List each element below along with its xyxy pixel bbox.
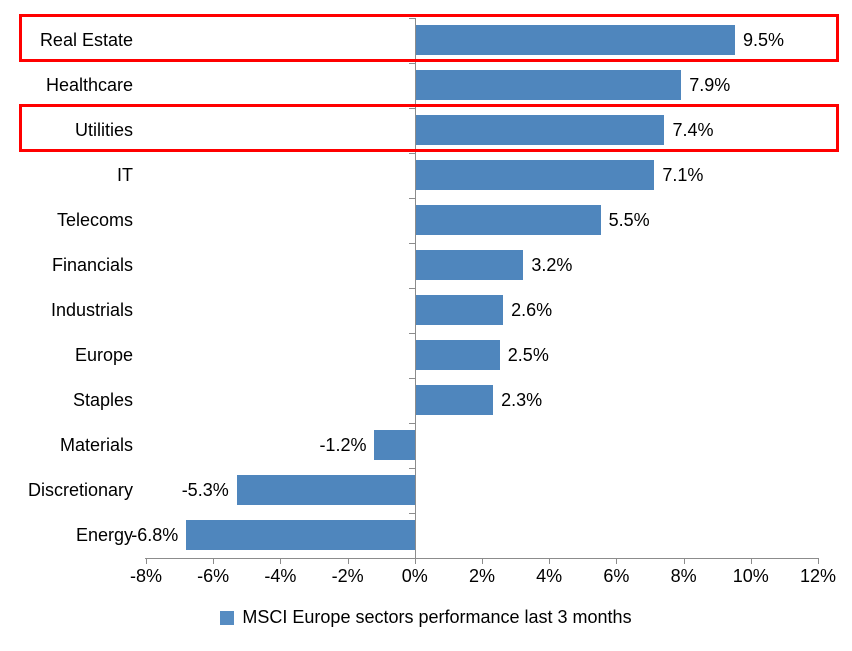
chart-row: Energy -6.8% [0, 513, 852, 558]
x-axis-tick [683, 557, 685, 564]
value-label: 2.5% [507, 344, 549, 365]
bar [415, 295, 504, 325]
legend-swatch-icon [220, 610, 235, 625]
x-tick-label: 6% [603, 566, 630, 586]
bar [415, 25, 735, 55]
x-tick-label: -8% [129, 566, 162, 586]
bar [415, 115, 665, 145]
category-label: Industrials [50, 299, 133, 320]
category-label: Discretionary [27, 479, 133, 500]
chart-row: Industrials 2.6% [0, 288, 852, 333]
y-axis-tick [408, 287, 415, 289]
x-tick-label: -4% [264, 566, 297, 586]
category-label: Materials [59, 434, 133, 455]
category-label: Europe [74, 344, 133, 365]
y-axis-tick [408, 332, 415, 334]
y-axis-tick [408, 152, 415, 154]
x-axis-tick [818, 557, 819, 564]
value-label: -5.3% [181, 479, 229, 500]
x-axis-tick [750, 557, 752, 564]
bar [415, 160, 655, 190]
y-axis-tick [408, 467, 415, 469]
value-label: -6.8% [131, 524, 179, 545]
category-label: IT [117, 164, 133, 185]
category-label: Staples [72, 389, 133, 410]
x-axis-tick [280, 557, 282, 564]
y-axis-tick [408, 242, 415, 244]
value-label: 7.9% [689, 74, 731, 95]
bar [374, 430, 415, 460]
chart-row: Materials -1.2% [0, 423, 852, 468]
value-label: 7.1% [662, 164, 704, 185]
chart-legend: MSCI Europe sectors performance last 3 m… [0, 607, 852, 628]
x-tick-label: -2% [331, 566, 364, 586]
x-tick-label: 12% [799, 566, 837, 586]
y-axis-line [415, 17, 416, 558]
chart-row: IT 7.1% [0, 153, 852, 198]
y-axis-tick [408, 512, 415, 514]
category-label: Utilities [74, 119, 133, 140]
x-tick-label: 4% [536, 566, 563, 586]
x-axis-tick [347, 557, 349, 564]
x-axis-tick [616, 557, 618, 564]
x-tick-label: 2% [468, 566, 495, 586]
value-label: 7.4% [672, 119, 714, 140]
category-label: Energy [75, 524, 133, 545]
value-label: 3.2% [531, 254, 573, 275]
value-label: 2.3% [501, 389, 543, 410]
highlight-box-real-estate [19, 14, 839, 62]
x-tick-label: 8% [670, 566, 697, 586]
value-label: 9.5% [743, 29, 785, 50]
y-axis-tick [408, 422, 415, 424]
chart-row: Utilities 7.4% [0, 108, 852, 153]
x-axis-tick [146, 557, 147, 564]
category-label: Healthcare [45, 74, 133, 95]
y-axis-tick [408, 17, 415, 19]
bar [415, 340, 500, 370]
value-label: 2.6% [511, 299, 553, 320]
legend-label: MSCI Europe sectors performance last 3 m… [242, 607, 632, 627]
bar [415, 70, 682, 100]
bar [186, 520, 415, 550]
chart-row: Healthcare 7.9% [0, 63, 852, 108]
y-axis-tick [408, 107, 415, 109]
chart-row: Europe 2.5% [0, 333, 852, 378]
chart-row: Staples 2.3% [0, 378, 852, 423]
bar [415, 385, 494, 415]
x-axis-tick [549, 557, 551, 564]
chart-row: Real Estate 9.5% [0, 18, 852, 63]
x-axis-tick [414, 557, 416, 564]
x-axis-tick [482, 557, 483, 564]
category-label: Telecoms [56, 209, 133, 230]
category-label: Real Estate [39, 29, 133, 50]
highlight-box-utilities [19, 104, 839, 152]
bar [415, 250, 524, 280]
y-axis-tick [408, 377, 415, 379]
x-tick-label: -6% [197, 566, 230, 586]
chart-row: Discretionary -5.3% [0, 468, 852, 513]
chart-row: Financials 3.2% [0, 243, 852, 288]
y-axis-tick [408, 62, 415, 64]
value-label: 5.5% [608, 209, 650, 230]
y-axis-tick [408, 197, 415, 199]
bar [236, 475, 415, 505]
category-label: Financials [51, 254, 133, 275]
chart-row: Telecoms 5.5% [0, 198, 852, 243]
value-label: -1.2% [319, 434, 367, 455]
x-tick-label: 0% [401, 566, 428, 586]
x-axis-tick [213, 557, 215, 564]
x-tick-label: 10% [732, 566, 769, 586]
bar [415, 205, 601, 235]
